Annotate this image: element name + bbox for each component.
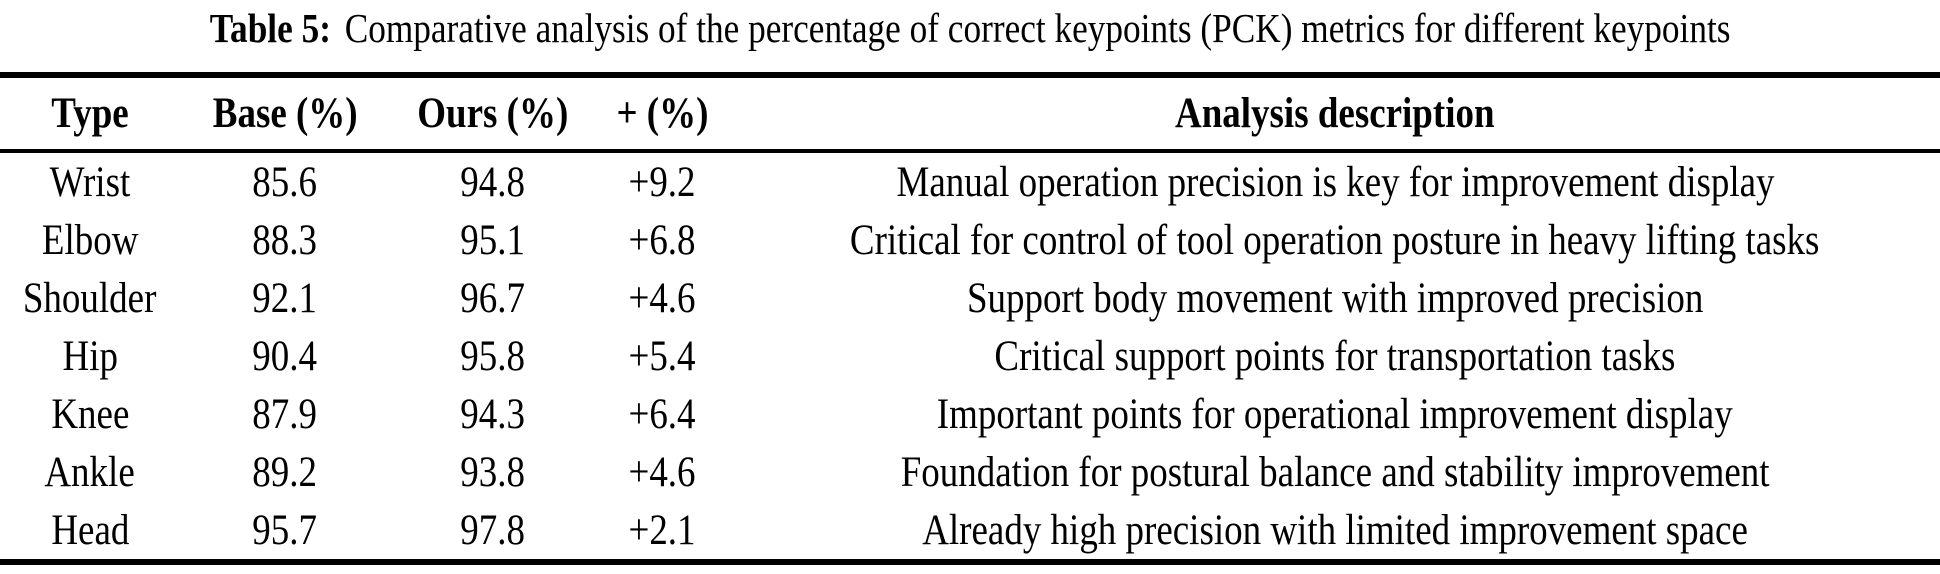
cell-base-text: 92.1 [252,274,318,322]
cell-ours-text: 95.8 [460,332,525,380]
table-row: Shoulder 92.1 96.7 +4.6 Support body mov… [0,269,1940,327]
cell-base: 95.7 [180,501,390,562]
header-delta-label: + (%) [616,90,709,137]
cell-description: Foundation for postural balance and stab… [730,443,1940,501]
cell-type-text: Elbow [41,216,139,264]
cell-base: 85.6 [180,151,390,211]
cell-type-text: Head [50,506,130,554]
cell-description-text: Critical support points for transportati… [994,332,1676,380]
table-row: Elbow 88.3 95.1 +6.8 Critical for contro… [0,211,1940,269]
cell-base-text: 90.4 [252,332,318,380]
table-caption-inner: Table 5: Comparative analysis of the perc… [210,2,1731,54]
cell-ours: 97.8 [390,501,595,562]
header-description-label: Analysis description [1175,90,1495,137]
cell-delta-text: +4.6 [628,448,697,496]
cell-delta: +5.4 [595,327,730,385]
cell-base-text: 85.6 [252,158,318,206]
cell-description: Support body movement with improved prec… [730,269,1940,327]
cell-ours-text: 96.7 [460,274,525,322]
cell-ours-text: 94.3 [460,390,525,438]
cell-base-text: 87.9 [252,390,318,438]
header-base-label: Base (%) [212,90,358,137]
cell-description-text: Important points for operational improve… [937,390,1733,438]
table-body: Wrist 85.6 94.8 +9.2 Manual operation pr… [0,151,1940,562]
cell-base: 87.9 [180,385,390,443]
table-row: Head 95.7 97.8 +2.1 Already high precisi… [0,501,1940,562]
header-ours-label: Ours (%) [416,90,568,137]
cell-description: Manual operation precision is key for im… [730,151,1940,211]
table-caption-label: Table 5: [209,5,331,51]
cell-delta-text: +6.8 [628,216,697,264]
cell-delta-text: +6.4 [628,390,697,438]
cell-base: 88.3 [180,211,390,269]
cell-delta-text: +4.6 [628,274,697,322]
cell-description: Critical for control of tool operation p… [730,211,1940,269]
cell-delta-text: +2.1 [628,506,697,554]
pck-metrics-table: Type Base (%) Ours (%) + (%) Analysis de… [0,72,1940,565]
cell-base: 90.4 [180,327,390,385]
cell-description: Critical support points for transportati… [730,327,1940,385]
cell-base-text: 89.2 [252,448,318,496]
table-row: Ankle 89.2 93.8 +4.6 Foundation for post… [0,443,1940,501]
header-type-label: Type [51,90,129,137]
cell-ours: 94.3 [390,385,595,443]
table-row: Wrist 85.6 94.8 +9.2 Manual operation pr… [0,151,1940,211]
cell-delta-text: +9.2 [628,158,697,206]
header-row: Type Base (%) Ours (%) + (%) Analysis de… [0,75,1940,153]
header-cell-ours: Ours (%) [390,75,595,153]
cell-description-text: Critical for control of tool operation p… [850,216,1820,264]
cell-base: 92.1 [180,269,390,327]
cell-delta: +2.1 [595,501,730,562]
cell-delta-text: +5.4 [628,332,697,380]
cell-type: Shoulder [0,269,180,327]
cell-description-text: Foundation for postural balance and stab… [900,448,1770,496]
cell-description: Important points for operational improve… [730,385,1940,443]
cell-ours-text: 93.8 [460,448,525,496]
header-cell-base: Base (%) [180,75,390,153]
cell-ours-text: 95.1 [460,216,525,264]
cell-type-text: Shoulder [23,274,157,322]
header-cell-type: Type [0,75,180,153]
cell-type-text: Wrist [49,158,131,206]
cell-type-text: Ankle [44,448,136,496]
cell-type: Hip [0,327,180,385]
cell-base-text: 88.3 [252,216,318,264]
cell-delta: +4.6 [595,269,730,327]
table-caption-text: Comparative analysis of the percentage o… [344,5,1731,51]
cell-description-text: Support body movement with improved prec… [966,274,1704,322]
cell-delta: +4.6 [595,443,730,501]
cell-type: Wrist [0,151,180,211]
cell-ours: 94.8 [390,151,595,211]
cell-delta: +6.8 [595,211,730,269]
cell-base-text: 95.7 [252,506,318,554]
header-cell-delta: + (%) [595,75,730,153]
cell-ours: 95.8 [390,327,595,385]
cell-description-text: Already high precision with limited impr… [922,506,1748,554]
cell-ours: 93.8 [390,443,595,501]
cell-delta: +6.4 [595,385,730,443]
cell-type-text: Knee [50,390,130,438]
table-row: Knee 87.9 94.3 +6.4 Important points for… [0,385,1940,443]
cell-base: 89.2 [180,443,390,501]
cell-ours-text: 94.8 [460,158,525,206]
cell-type: Elbow [0,211,180,269]
table-row: Hip 90.4 95.8 +5.4 Critical support poin… [0,327,1940,385]
cell-description: Already high precision with limited impr… [730,501,1940,562]
cell-ours: 95.1 [390,211,595,269]
cell-ours-text: 97.8 [460,506,525,554]
header-cell-description: Analysis description [730,75,1940,153]
cell-description-text: Manual operation precision is key for im… [895,158,1775,206]
cell-type: Ankle [0,443,180,501]
cell-delta: +9.2 [595,151,730,211]
table-header: Type Base (%) Ours (%) + (%) Analysis de… [0,75,1940,153]
cell-type: Knee [0,385,180,443]
table-caption: Table 5: Comparative analysis of the perc… [0,0,1940,72]
cell-type: Head [0,501,180,562]
cell-type-text: Hip [62,332,118,380]
cell-ours: 96.7 [390,269,595,327]
